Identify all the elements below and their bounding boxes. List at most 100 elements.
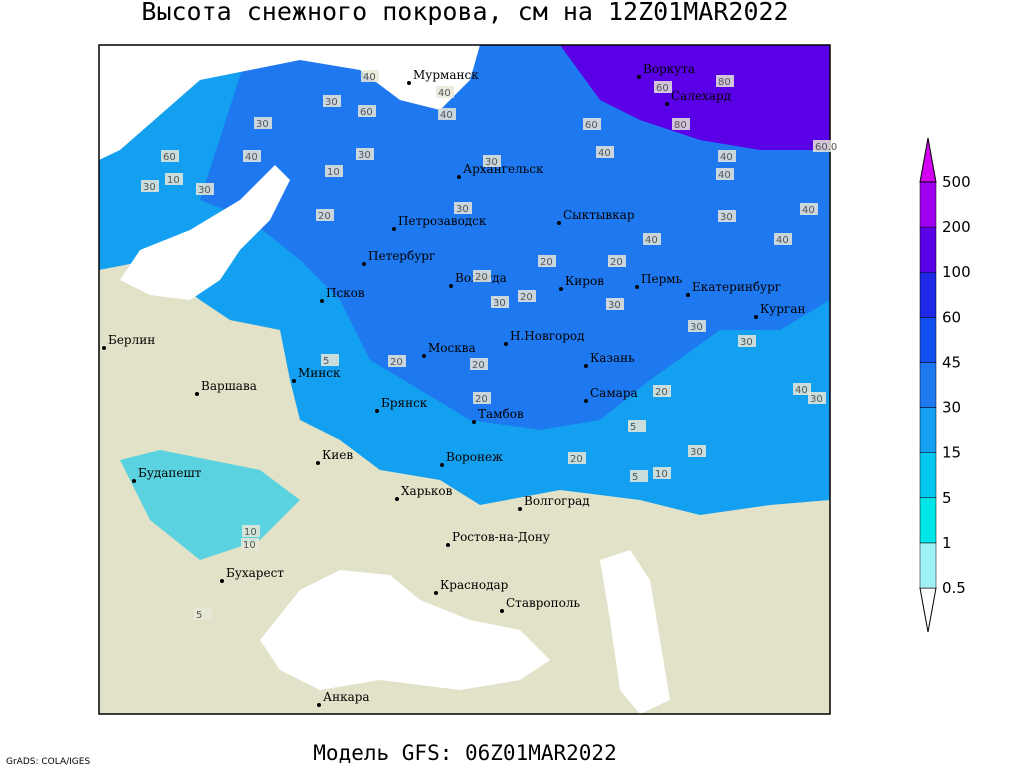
city-label: Петрозаводск: [398, 214, 487, 228]
black-sea: [260, 570, 550, 690]
model-caption: Модель GFS: 06Z01MAR2022: [313, 741, 616, 765]
city-dot: [362, 262, 366, 266]
contour-label-box: [630, 470, 648, 482]
legend-swatch: [919, 226, 937, 273]
contour-label-box: [321, 354, 339, 366]
contour-label-box: [358, 105, 376, 117]
city-dot: [449, 284, 453, 288]
contour-label: 10: [244, 527, 257, 538]
city-dot: [457, 175, 461, 179]
city-dot: [316, 461, 320, 465]
legend-swatch: [919, 587, 937, 633]
map-frame: [98, 44, 831, 715]
contour-label: 30: [810, 394, 823, 405]
contour-label-box: [518, 290, 536, 302]
snow-area-purple: [560, 45, 830, 150]
title: Высота снежного покрова, см на 12Z01MAR2…: [141, 0, 788, 26]
contour-label: 40: [645, 235, 658, 246]
city-dot: [317, 703, 321, 707]
contour-label-box: [583, 118, 601, 130]
city-dot: [102, 346, 106, 350]
city-dot: [195, 392, 199, 396]
city-dot: [446, 543, 450, 547]
city-label: Пермь: [641, 272, 683, 286]
contour-label-box: [596, 146, 614, 158]
snow-area-deep: [200, 45, 830, 430]
contour-label-box: [608, 255, 626, 267]
city-label: Киров: [565, 274, 604, 288]
city-label: Архангельск: [463, 162, 544, 176]
contour-label: 60: [656, 83, 669, 94]
contour-label: 30: [493, 298, 506, 309]
contour-label: 10: [327, 167, 340, 178]
contour-label: 5: [323, 356, 329, 367]
city-dot: [635, 285, 639, 289]
contour-label: 40: [245, 152, 258, 163]
city-label: Москва: [428, 341, 476, 355]
city-label: Сыктывкар: [563, 208, 635, 222]
city-label: Волгоград: [524, 494, 590, 508]
contour-label-box: [241, 538, 259, 550]
contour-label: 20: [610, 257, 623, 268]
city-label: Воронеж: [446, 450, 503, 464]
contour-label-box: [194, 608, 212, 620]
barents-sea: [99, 45, 480, 160]
city-label: Курган: [760, 302, 805, 316]
contour-label-box: [243, 150, 261, 162]
caspian-sea: [600, 550, 670, 714]
city-dot: [132, 479, 136, 483]
contour-label-box: [356, 148, 374, 160]
contour-label: 30: [740, 337, 753, 348]
legend-label: 15: [942, 444, 961, 462]
contour-label: 40: [802, 205, 815, 216]
contour-label-box: [254, 117, 272, 129]
legend-label: 60: [942, 308, 961, 326]
city-dot: [434, 591, 438, 595]
contour-label-box: [538, 255, 556, 267]
contour-label-box: [165, 173, 183, 185]
city-label: Воркута: [643, 62, 695, 76]
contour-label: 20: [390, 357, 403, 368]
contour-label: 20: [475, 394, 488, 405]
contour-label: 30: [256, 119, 269, 130]
city-dot: [407, 81, 411, 85]
legend-swatch: [919, 137, 937, 183]
city-label: Брянск: [381, 396, 428, 410]
contour-label: 30: [608, 300, 621, 311]
contour-label-box: [672, 118, 690, 130]
contour-label: 60: [585, 120, 598, 131]
city-label: Мурманск: [413, 68, 479, 82]
legend-label: 0.5: [942, 579, 966, 597]
city-label: Харьков: [401, 484, 453, 498]
contour-label-box: [568, 452, 586, 464]
contour-label-box: [718, 150, 736, 162]
contour-label-box: [438, 108, 456, 120]
contour-label-box: [470, 358, 488, 370]
city-dot: [504, 342, 508, 346]
legend-swatch: [919, 362, 937, 408]
city-dot: [220, 579, 224, 583]
contour-label-box: [454, 202, 472, 214]
contour-label: 80: [674, 120, 687, 131]
contour-label-box: [242, 525, 260, 537]
contour-label: 10: [655, 469, 668, 480]
contour-label-box: [436, 86, 454, 98]
contour-label: 30: [198, 185, 211, 196]
legend-label: 1: [942, 534, 952, 552]
contour-label: 30: [143, 182, 156, 193]
contour-label: 40: [776, 235, 789, 246]
contour-label: 40: [795, 385, 808, 396]
contour-label-box: [161, 150, 179, 162]
legend-label: 30: [942, 399, 961, 417]
contour-label: 10: [167, 175, 180, 186]
city-dot: [584, 399, 588, 403]
contour-label-box: [813, 140, 831, 152]
city-label: Петербург: [368, 249, 435, 263]
legend-label: 45: [942, 353, 961, 371]
contour-label-box: [688, 320, 706, 332]
city-label: Тамбов: [478, 407, 524, 421]
legend-label: 500: [942, 173, 971, 191]
contour-label-box: [483, 155, 501, 167]
legend-swatch: [919, 271, 937, 318]
